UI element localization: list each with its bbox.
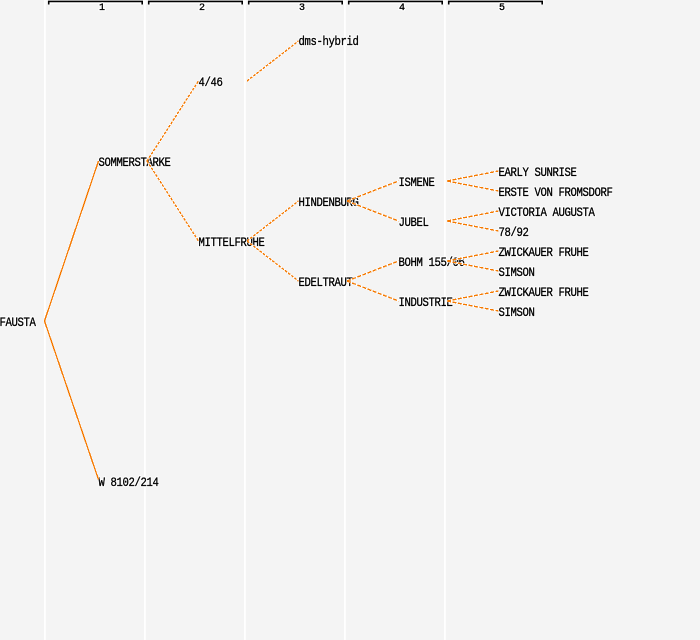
svg-text:4: 4 [399, 3, 405, 14]
svg-text:ZWICKAUER FRUHE: ZWICKAUER FRUHE [499, 245, 589, 260]
svg-text:ERSTE VON FROMSDORF: ERSTE VON FROMSDORF [499, 185, 613, 200]
svg-text:SIMSON: SIMSON [499, 265, 535, 280]
svg-text:INDUSTRIE: INDUSTRIE [399, 295, 453, 310]
svg-text:HINDENBURG: HINDENBURG [299, 195, 359, 210]
svg-text:5: 5 [499, 3, 505, 14]
svg-text:BOHM 155/06: BOHM 155/06 [399, 255, 465, 270]
svg-text:dms-hybrid: dms-hybrid [299, 34, 359, 49]
svg-text:ZWICKAUER FRUHE: ZWICKAUER FRUHE [499, 245, 589, 260]
svg-text:ISMENE: ISMENE [399, 175, 435, 190]
svg-text:ZWICKAUER FRUHE: ZWICKAUER FRUHE [499, 285, 589, 300]
svg-text:1: 1 [99, 3, 105, 14]
svg-text:W 8102/214: W 8102/214 [99, 475, 159, 490]
svg-text:EDELTRAUT: EDELTRAUT [299, 275, 353, 290]
svg-text:4/46: 4/46 [199, 75, 223, 90]
svg-text:W 8102/214: W 8102/214 [99, 475, 159, 490]
svg-text:VICTORIA AUGUSTA: VICTORIA AUGUSTA [499, 205, 596, 220]
svg-text:2: 2 [199, 3, 205, 14]
svg-text:78/92: 78/92 [499, 225, 529, 240]
svg-text:2: 2 [199, 3, 205, 14]
svg-text:SOMMERSTARKE: SOMMERSTARKE [99, 155, 171, 170]
svg-text:BOHM 155/06: BOHM 155/06 [399, 255, 465, 270]
svg-text:FAUSTA: FAUSTA [0, 315, 37, 330]
svg-text:EARLY SUNRISE: EARLY SUNRISE [499, 165, 577, 180]
svg-text:HINDENBURG: HINDENBURG [299, 195, 359, 210]
svg-text:SIMSON: SIMSON [499, 265, 535, 280]
svg-text:dms-hybrid: dms-hybrid [299, 34, 359, 49]
svg-text:SIMSON: SIMSON [499, 305, 535, 320]
svg-text:ZWICKAUER FRUHE: ZWICKAUER FRUHE [499, 285, 589, 300]
svg-text:1: 1 [99, 3, 105, 14]
svg-text:3: 3 [299, 3, 305, 14]
svg-text:INDUSTRIE: INDUSTRIE [399, 295, 453, 310]
svg-text:78/92: 78/92 [499, 225, 529, 240]
svg-text:4: 4 [399, 3, 405, 14]
svg-text:4/46: 4/46 [199, 75, 223, 90]
svg-text:SOMMERSTARKE: SOMMERSTARKE [99, 155, 171, 170]
svg-text:ERSTE VON FROMSDORF: ERSTE VON FROMSDORF [499, 185, 613, 200]
svg-text:ISMENE: ISMENE [399, 175, 435, 190]
svg-text:FAUSTA: FAUSTA [0, 315, 37, 330]
svg-text:VICTORIA AUGUSTA: VICTORIA AUGUSTA [499, 205, 596, 220]
svg-text:JUBEL: JUBEL [399, 215, 429, 230]
svg-text:JUBEL: JUBEL [399, 215, 429, 230]
svg-text:SIMSON: SIMSON [499, 305, 535, 320]
svg-text:5: 5 [499, 3, 505, 14]
svg-text:3: 3 [299, 3, 305, 14]
svg-text:EDELTRAUT: EDELTRAUT [299, 275, 353, 290]
svg-text:EARLY SUNRISE: EARLY SUNRISE [499, 165, 577, 180]
